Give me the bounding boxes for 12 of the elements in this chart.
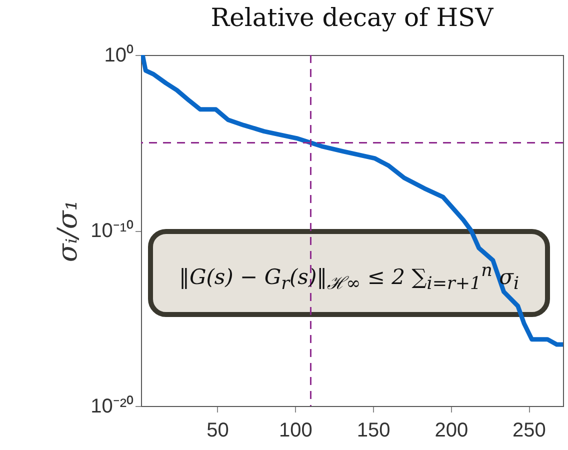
y-tick-label: 10⁻¹⁰ — [90, 219, 134, 242]
y-tick-label: 10⁰ — [104, 44, 134, 66]
x-tick-label: 200 — [434, 420, 468, 442]
chart-title: Relative decay of HSV — [210, 3, 494, 32]
x-tick-label: 250 — [512, 420, 546, 442]
x-tick-label: 100 — [278, 420, 312, 442]
x-tick-label: 50 — [206, 420, 229, 442]
line-series — [141, 55, 563, 347]
text: ‖G(s) − G$_{r}$(s)‖$_{ℋ∞}$ ≤ 2 ∑$_{i=r+1}$$^{n}$ σ$_{i}$ — [178, 261, 520, 294]
x-tick-label: 150 — [356, 420, 390, 442]
y-tick-label: 10⁻²⁰ — [90, 394, 134, 418]
y-axis-title: σᵢ/σ₁ — [52, 200, 84, 262]
